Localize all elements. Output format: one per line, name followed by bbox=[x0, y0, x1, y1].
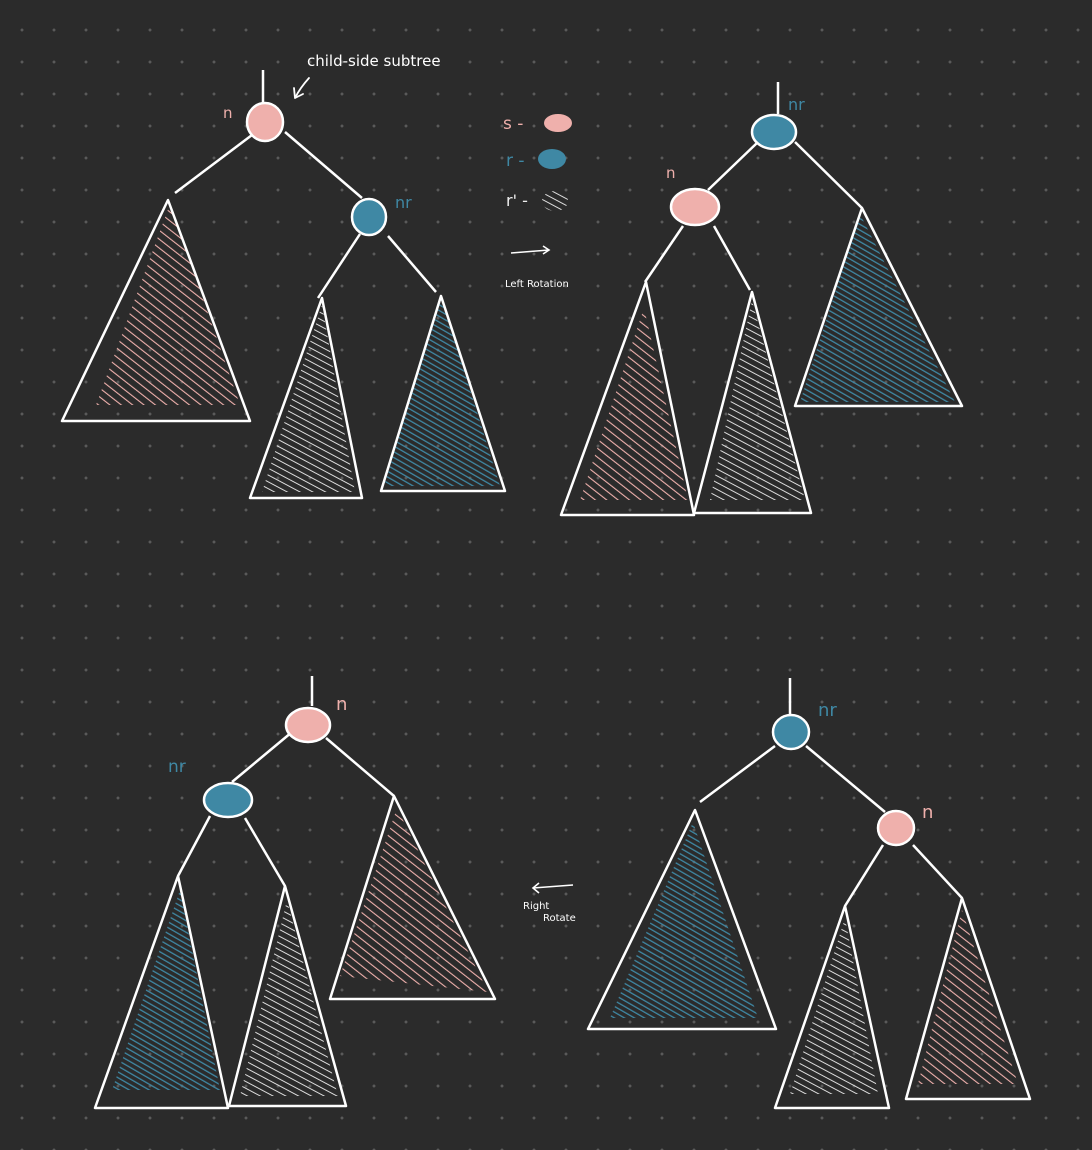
legend-r-label: r - bbox=[506, 151, 525, 171]
left-rotation-arrow-icon bbox=[510, 249, 550, 254]
subtree-s bbox=[580, 308, 688, 500]
label-n: n bbox=[336, 694, 347, 715]
left-rotation-arrowhead bbox=[542, 245, 551, 255]
node-n bbox=[669, 187, 721, 227]
subtree-r-prime bbox=[790, 918, 878, 1094]
edge bbox=[387, 235, 437, 293]
subtree-r-outline bbox=[793, 206, 964, 408]
subtree-s-outline bbox=[60, 198, 252, 423]
edge bbox=[912, 844, 963, 899]
subtree-r-outline bbox=[379, 294, 507, 493]
edge bbox=[243, 817, 287, 887]
node-nr bbox=[750, 113, 798, 151]
edge bbox=[794, 141, 863, 209]
tree-bottom-left: n nr bbox=[93, 676, 497, 1110]
legend-r-swatch bbox=[538, 149, 566, 169]
node-n bbox=[284, 706, 332, 744]
left-rotation-label: Left Rotation bbox=[505, 279, 569, 290]
subtree-r-prime-outline bbox=[227, 884, 348, 1108]
label-n: n bbox=[666, 164, 676, 182]
legend: s - r - r' - Left Rotation bbox=[503, 114, 572, 290]
legend-rp-swatch bbox=[542, 191, 568, 211]
node-nr bbox=[202, 781, 254, 819]
subtree-r-outline bbox=[586, 808, 778, 1031]
node-n bbox=[245, 101, 285, 143]
tree-top-right: nr n bbox=[559, 82, 964, 517]
subtree-r-prime bbox=[710, 300, 805, 500]
label-n: n bbox=[922, 802, 933, 823]
legend-rp-label: r' - bbox=[506, 191, 528, 210]
edge bbox=[176, 815, 212, 877]
subtree-r bbox=[384, 296, 500, 486]
edge bbox=[325, 737, 395, 797]
subtree-r-prime bbox=[262, 305, 355, 492]
subtree-r bbox=[112, 890, 220, 1090]
annotation-arrow-icon bbox=[293, 77, 310, 99]
right-rotate-label-line2: Rotate bbox=[543, 913, 576, 924]
edge bbox=[707, 141, 759, 191]
edge bbox=[284, 131, 363, 199]
legend-s-swatch bbox=[544, 114, 572, 132]
label-nr: nr bbox=[168, 757, 186, 777]
subtree-r-prime-outline bbox=[692, 290, 813, 515]
node-n bbox=[876, 809, 916, 847]
subtree-s-outline bbox=[328, 794, 497, 1001]
subtree-r bbox=[800, 214, 955, 402]
label-nr: nr bbox=[818, 700, 837, 721]
node-nr bbox=[771, 713, 811, 751]
subtree-s-outline bbox=[904, 896, 1032, 1101]
edge bbox=[231, 731, 293, 783]
label-nr: nr bbox=[788, 95, 805, 114]
subtree-s bbox=[96, 204, 240, 405]
edge bbox=[712, 225, 752, 291]
edge bbox=[316, 233, 362, 299]
right-rotate-arrowhead bbox=[531, 882, 540, 894]
subtree-s bbox=[340, 808, 488, 992]
tree-top-left: n nr child-side subtree bbox=[60, 52, 507, 500]
subtree-r-prime-outline bbox=[773, 904, 891, 1110]
right-rotate-annotation: Right Rotate bbox=[523, 882, 576, 924]
right-rotate-arrow-icon bbox=[532, 884, 574, 889]
label-nr: nr bbox=[395, 193, 412, 212]
edge bbox=[174, 134, 253, 194]
subtree-r bbox=[610, 822, 758, 1018]
edge bbox=[699, 744, 776, 804]
subtree-r-prime-outline bbox=[248, 296, 364, 500]
node-nr bbox=[350, 197, 388, 237]
edge bbox=[805, 745, 886, 813]
tree-bottom-right: nr n bbox=[586, 678, 1032, 1110]
subtree-r-outline bbox=[93, 874, 230, 1110]
label-n: n bbox=[223, 104, 233, 122]
subtree-r-prime bbox=[240, 900, 338, 1096]
legend-s-label: s - bbox=[503, 114, 523, 134]
subtree-s-outline bbox=[559, 280, 696, 517]
edge bbox=[843, 844, 885, 907]
right-rotate-label-line1: Right bbox=[523, 901, 549, 912]
subtree-s bbox=[918, 910, 1018, 1084]
annotation-child-side-subtree: child-side subtree bbox=[307, 52, 441, 70]
edge bbox=[643, 225, 685, 283]
